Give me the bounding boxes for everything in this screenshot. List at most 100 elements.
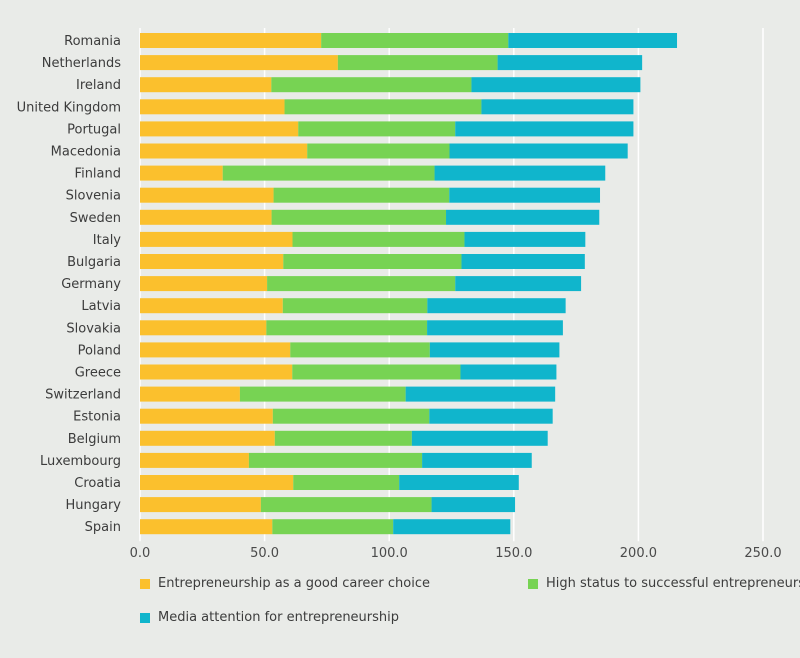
category-label-luxembourg: Luxembourg [40,454,121,469]
bar-spain-series-2 [272,519,394,535]
bar-latvia-series-3 [427,298,566,314]
bar-sweden-series-3 [446,209,600,225]
category-label-united-kingdom: United Kingdom [17,100,121,115]
bar-estonia-series-3 [429,408,553,424]
bar-netherlands-series-2 [337,55,498,71]
bar-united-kingdom-series-1 [140,99,285,115]
bar-croatia-series-2 [293,475,400,490]
bar-switzerland-series-2 [239,386,406,402]
bar-luxembourg-series-1 [140,452,249,468]
category-label-ireland: Ireland [76,78,121,93]
bar-romania-series-1 [140,33,322,48]
category-label-netherlands: Netherlands [42,56,121,71]
x-tick-label: 200.0 [620,546,657,561]
bar-finland-series-3 [434,165,606,181]
bar-spain-series-1 [140,519,273,535]
x-tick-labels: 0.0 50.0 100.0 150.0 200.0 250.0 [130,546,782,561]
legend-item-career-choice: Entrepreneurship as a good career choice [140,576,430,591]
bar-poland-series-3 [429,342,560,358]
category-labels: Romania Netherlands Ireland United Kingdom P… [17,34,122,535]
bar-germany-series-2 [267,276,456,292]
bar-italy-series-1 [140,231,293,247]
bar-slovakia-series-3 [427,320,563,336]
legend-item-media-attention: Media attention for entrepreneurship [140,610,399,625]
bar-greece-series-2 [292,364,461,380]
category-label-belgium: Belgium [68,432,121,447]
legend-swatch-media-attention [140,612,150,623]
bar-portugal-series-2 [298,121,456,137]
category-label-croatia: Croatia [74,476,121,491]
bar-romania-series-2 [321,33,509,48]
legend-label-media-attention: Media attention for entrepreneurship [158,610,400,625]
category-label-bulgaria: Bulgaria [67,255,121,270]
category-label-portugal: Portugal [67,122,121,137]
bar-hungary-series-3 [431,497,516,513]
bar-bulgaria-series-2 [283,254,462,269]
bar-united-kingdom-series-2 [284,99,482,115]
category-label-spain: Spain [85,520,121,535]
category-label-romania: Romania [64,34,121,49]
bar-luxembourg-series-2 [248,452,423,468]
category-label-latvia: Latvia [81,299,121,314]
bar-macedonia-series-3 [449,143,628,159]
bar-finland-series-2 [222,165,435,181]
bar-spain-series-3 [393,519,511,535]
category-label-hungary: Hungary [65,498,121,513]
bar-slovakia-series-1 [140,320,267,336]
category-label-switzerland: Switzerland [45,388,121,403]
bar-slovenia-series-3 [449,187,601,203]
bar-italy-series-2 [292,231,465,247]
bar-macedonia-series-1 [140,143,308,159]
legend-item-high-status: High status to successful entrepreneurs [528,576,800,591]
bar-sweden-series-1 [140,209,272,225]
category-label-macedonia: Macedonia [51,145,121,160]
bar-switzerland-series-1 [140,386,240,402]
bar-hungary-series-1 [140,497,261,513]
bar-ireland-series-2 [271,77,472,93]
bar-switzerland-series-3 [405,386,556,402]
category-label-finland: Finland [75,167,121,182]
bar-ireland-series-3 [471,77,641,93]
category-label-slovakia: Slovakia [66,321,121,336]
category-label-greece: Greece [75,366,121,381]
bar-germany-series-3 [455,276,582,292]
bar-latvia-series-1 [140,298,283,314]
category-label-slovenia: Slovenia [66,189,121,204]
bar-bulgaria-series-3 [461,254,585,269]
bar-macedonia-series-2 [307,143,450,159]
bar-bulgaria-series-1 [140,254,284,269]
bar-portugal-series-3 [455,121,634,137]
legend-label-career-choice: Entrepreneurship as a good career choice [158,576,431,591]
legend-swatch-career-choice [140,578,150,589]
bar-germany-series-1 [140,276,268,292]
bar-slovenia-series-1 [140,187,274,203]
category-label-poland: Poland [78,343,121,358]
bar-united-kingdom-series-3 [481,99,634,115]
x-tick-label: 250.0 [744,546,781,561]
x-tick-label: 50.0 [250,546,279,561]
bar-poland-series-2 [290,342,430,358]
legend-label-high-status: High status to successful entrepreneurs [546,576,800,591]
bars [140,33,678,535]
bar-netherlands-series-1 [140,55,338,71]
x-tick-label: 100.0 [371,546,408,561]
bar-poland-series-1 [140,342,291,358]
bar-greece-series-1 [140,364,293,380]
bar-belgium-series-3 [411,430,548,446]
bar-slovenia-series-2 [273,187,450,203]
category-label-estonia: Estonia [73,410,121,425]
bar-portugal-series-1 [140,121,299,137]
bar-belgium-series-2 [274,430,412,446]
bar-latvia-series-2 [282,298,428,314]
bar-netherlands-series-3 [497,55,643,71]
bar-estonia-series-2 [272,408,430,424]
bar-sweden-series-2 [271,209,447,225]
bar-croatia-series-3 [399,475,519,490]
bar-romania-series-3 [508,33,678,48]
category-label-germany: Germany [61,277,121,292]
bar-croatia-series-1 [140,475,294,490]
bar-slovakia-series-2 [266,320,428,336]
x-tick-label: 0.0 [130,546,151,561]
bar-hungary-series-2 [260,497,432,513]
